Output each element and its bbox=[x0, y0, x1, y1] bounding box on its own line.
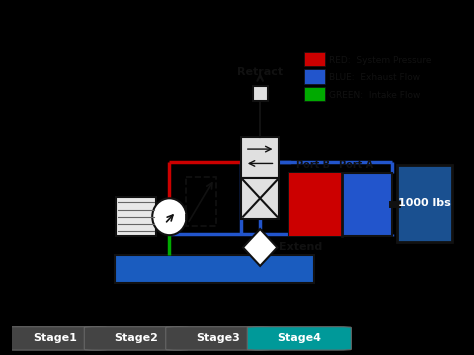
Text: 3. With a given flow rate,
   changes in actuator
   volume displacement will
  : 3. With a given flow rate, changes in ac… bbox=[30, 299, 243, 355]
Text: Stage3: Stage3 bbox=[196, 333, 240, 343]
Bar bbox=[253, 86, 268, 101]
Text: RED: RED bbox=[282, 248, 285, 250]
Text: Port A: Port A bbox=[338, 160, 373, 170]
Bar bbox=[289, 173, 342, 236]
Bar bbox=[186, 177, 216, 226]
Text: Extend: Extend bbox=[279, 242, 322, 252]
Text: Stage4: Stage4 bbox=[277, 333, 321, 343]
Text: GREEN:  Intake Flow: GREEN: Intake Flow bbox=[328, 91, 420, 100]
Circle shape bbox=[152, 198, 187, 235]
Text: Stage2: Stage2 bbox=[114, 333, 158, 343]
Bar bbox=[241, 137, 279, 178]
Bar bbox=[304, 52, 325, 66]
Bar bbox=[304, 87, 325, 101]
Bar bbox=[397, 165, 452, 242]
Text: Retract: Retract bbox=[237, 67, 283, 77]
FancyBboxPatch shape bbox=[166, 327, 270, 350]
Bar bbox=[304, 70, 325, 84]
Text: Stage1: Stage1 bbox=[33, 333, 77, 343]
Bar bbox=[115, 255, 314, 283]
Bar bbox=[241, 178, 279, 219]
FancyBboxPatch shape bbox=[84, 327, 188, 350]
Text: BLUE:  Exhaust Flow: BLUE: Exhaust Flow bbox=[328, 73, 420, 82]
Polygon shape bbox=[243, 229, 277, 266]
Text: 1000 lbs: 1000 lbs bbox=[398, 198, 451, 208]
Text: Port B: Port B bbox=[296, 160, 330, 170]
FancyBboxPatch shape bbox=[3, 327, 107, 350]
FancyBboxPatch shape bbox=[247, 327, 351, 350]
Bar bbox=[289, 173, 392, 236]
Bar bbox=[116, 197, 156, 236]
Text: RED:  System Pressure: RED: System Pressure bbox=[328, 56, 431, 65]
